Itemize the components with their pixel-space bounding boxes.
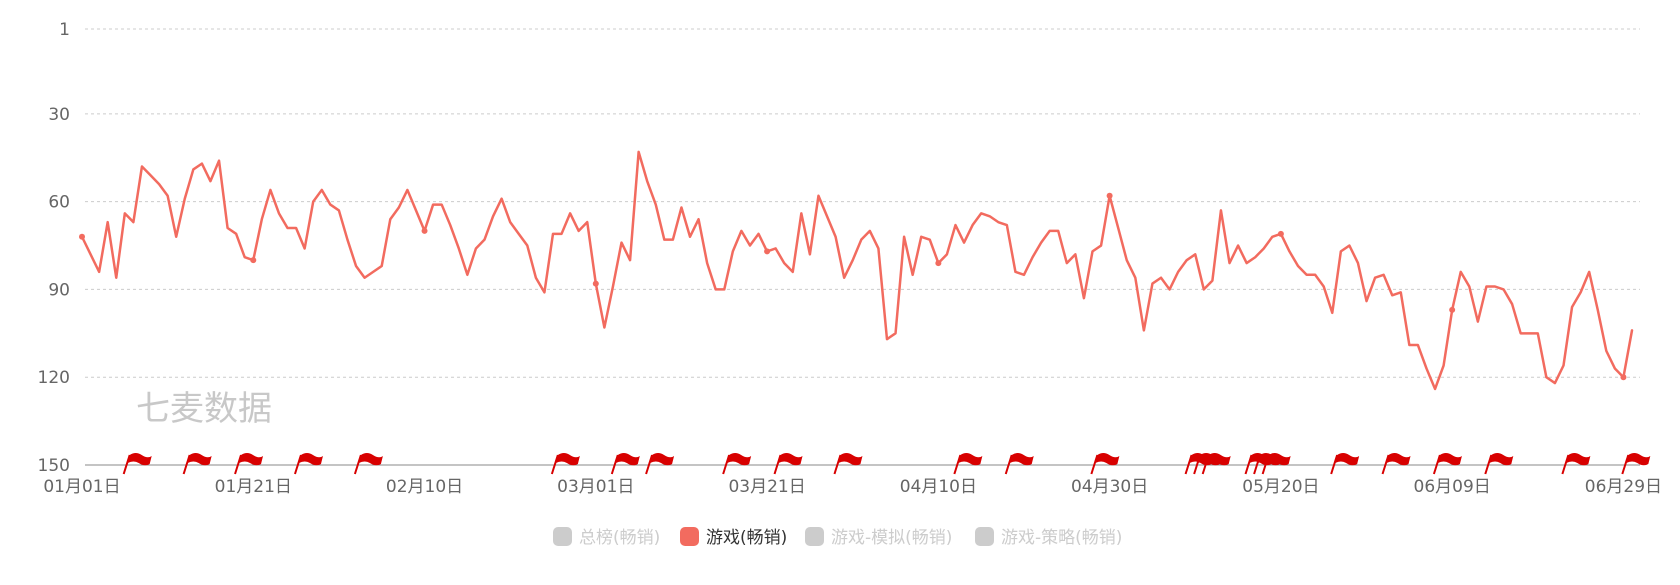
x-tick-label: 06月29日	[1585, 477, 1662, 497]
event-flag-icon[interactable]	[122, 453, 152, 475]
data-point[interactable]	[421, 227, 428, 234]
event-flags	[122, 453, 1651, 475]
legend-swatch	[680, 527, 699, 546]
y-tick-label: 30	[48, 105, 70, 125]
y-tick-label: 60	[48, 193, 70, 213]
x-tick-label: 01月01日	[43, 477, 120, 497]
event-flag-icon[interactable]	[1432, 453, 1462, 475]
series-layer	[79, 150, 1634, 391]
x-tick-label: 02月10日	[386, 477, 463, 497]
legend-label: 总榜(畅销)	[579, 528, 660, 548]
event-flag-icon[interactable]	[722, 453, 752, 475]
event-flag-icon[interactable]	[1090, 453, 1120, 475]
event-flag-icon[interactable]	[1561, 453, 1591, 475]
legend-swatch	[553, 527, 572, 546]
data-point[interactable]	[1620, 374, 1627, 381]
y-tick-label: 120	[38, 368, 70, 388]
legend-label: 游戏-策略(畅销)	[1001, 528, 1122, 548]
event-flag-icon[interactable]	[234, 453, 264, 475]
x-tick-label: 03月01日	[557, 477, 634, 497]
legend: 总榜(畅销) 游戏(畅销) 游戏-模拟(畅销) 游戏-策略(畅销)	[553, 527, 1122, 548]
data-point[interactable]	[1106, 192, 1113, 199]
x-tick-label: 01月21日	[215, 477, 292, 497]
data-point[interactable]	[764, 248, 771, 255]
y-tick-label: 1	[59, 20, 70, 40]
event-flag-icon[interactable]	[353, 453, 383, 475]
data-point[interactable]	[250, 257, 257, 264]
grid-lines	[85, 28, 1640, 466]
event-flag-icon[interactable]	[1004, 453, 1034, 475]
event-flag-icon[interactable]	[1201, 453, 1231, 475]
legend-swatch	[805, 527, 824, 546]
legend-item[interactable]: 游戏(畅销)	[680, 527, 787, 548]
legend-item[interactable]: 游戏-策略(畅销)	[975, 527, 1122, 548]
event-flag-icon[interactable]	[550, 453, 580, 475]
data-point[interactable]	[79, 233, 85, 240]
event-flag-icon[interactable]	[294, 453, 323, 475]
event-flag-icon[interactable]	[1330, 453, 1360, 475]
event-flag-icon[interactable]	[610, 453, 640, 475]
event-flag-icon[interactable]	[1484, 453, 1514, 475]
legend-item[interactable]: 游戏-模拟(畅销)	[805, 527, 952, 548]
y-tick-label: 90	[48, 280, 70, 300]
data-point[interactable]	[1277, 230, 1284, 237]
event-flag-icon[interactable]	[833, 453, 863, 475]
legend-swatch	[975, 527, 994, 546]
event-flag-icon[interactable]	[182, 453, 212, 475]
x-tick-label: 03月21日	[728, 477, 805, 497]
event-flag-icon[interactable]	[773, 453, 803, 475]
x-tick-label: 04月30日	[1071, 477, 1148, 497]
x-tick-label: 04月10日	[900, 477, 977, 497]
data-point[interactable]	[1449, 306, 1456, 313]
legend-label: 游戏(畅销)	[706, 528, 787, 548]
legend-label: 游戏-模拟(畅销)	[831, 528, 952, 548]
x-tick-label: 06月09日	[1414, 477, 1491, 497]
x-tick-label: 05月20日	[1242, 477, 1319, 497]
legend-item[interactable]: 总榜(畅销)	[553, 527, 660, 548]
y-tick-label: 150	[38, 456, 70, 476]
series-line-games-grossing	[80, 150, 1634, 391]
event-flag-icon[interactable]	[953, 453, 983, 475]
event-flag-icon[interactable]	[1261, 453, 1291, 475]
event-flag-icon[interactable]	[1621, 453, 1651, 475]
event-flag-icon[interactable]	[1381, 453, 1411, 475]
x-axis: 01月01日 01月21日 02月10日 03月01日 03月21日 04月10日 04月3…	[43, 477, 1662, 497]
data-point[interactable]	[935, 260, 942, 267]
data-point[interactable]	[592, 280, 599, 287]
event-flag-icon[interactable]	[645, 453, 675, 475]
y-axis: 1 30 60 90 120 150	[38, 20, 70, 476]
watermark: 七麦数据	[136, 389, 272, 429]
